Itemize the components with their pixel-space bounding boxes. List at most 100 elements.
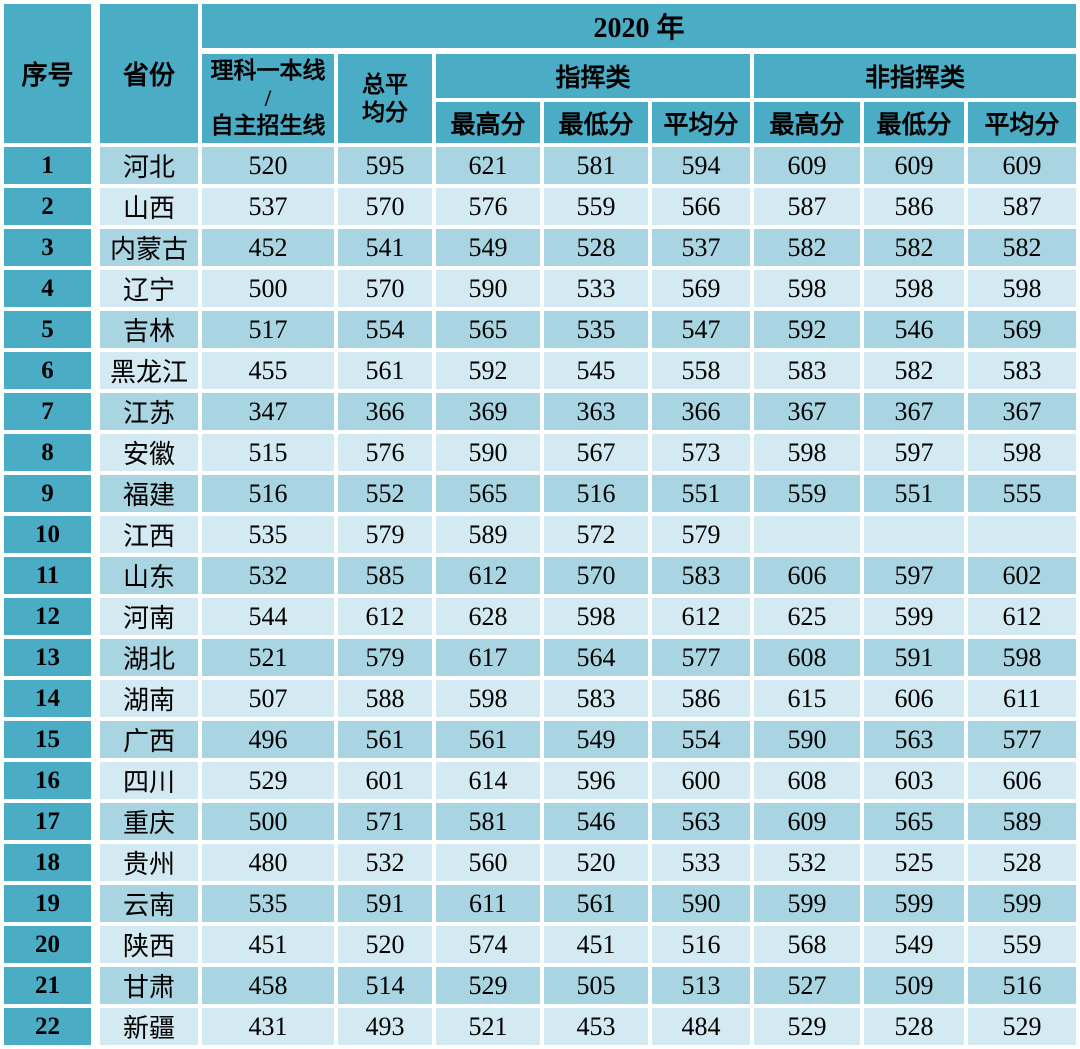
cell-cmd-avg: 551 bbox=[652, 475, 750, 512]
cell-index: 15 bbox=[4, 721, 96, 758]
cell-index: 22 bbox=[4, 1008, 96, 1045]
group-header-non-command: 非指挥类 bbox=[754, 54, 1077, 98]
cell-total-avg: 591 bbox=[338, 885, 432, 922]
header-row-1: 序号 省份 2020 年 bbox=[4, 4, 1077, 143]
cell-noncmd-max: 587 bbox=[754, 188, 860, 225]
group-header-command: 指挥类 bbox=[436, 54, 750, 98]
cell-cmd-max: 529 bbox=[436, 967, 540, 1004]
cell-index: 5 bbox=[4, 311, 96, 348]
table-row: 15 广西 496 561 561 549 554 590 563 577 bbox=[4, 721, 1077, 758]
cell-noncmd-avg: 606 bbox=[968, 762, 1077, 799]
cell-noncmd-max bbox=[754, 516, 860, 553]
cell-index: 19 bbox=[4, 885, 96, 922]
cell-noncmd-min bbox=[864, 516, 964, 553]
cell-noncmd-max: 609 bbox=[754, 803, 860, 840]
table-row: 20 陕西 451 520 574 451 516 568 549 559 bbox=[4, 926, 1077, 963]
cell-total-avg: 493 bbox=[338, 1008, 432, 1045]
cell-cmd-min: 564 bbox=[544, 639, 648, 676]
cell-noncmd-min: 525 bbox=[864, 844, 964, 881]
table-row: 17 重庆 500 571 581 546 563 609 565 589 bbox=[4, 803, 1077, 840]
cell-index: 8 bbox=[4, 434, 96, 471]
cell-noncmd-max: 592 bbox=[754, 311, 860, 348]
cell-index: 20 bbox=[4, 926, 96, 963]
cell-noncmd-max: 609 bbox=[754, 147, 860, 184]
cell-noncmd-avg: 529 bbox=[968, 1008, 1077, 1045]
cell-total-avg: 585 bbox=[338, 557, 432, 594]
table-row: 21 甘肃 458 514 529 505 513 527 509 516 bbox=[4, 967, 1077, 1004]
cell-cmd-min: 363 bbox=[544, 393, 648, 430]
cell-total-avg: 612 bbox=[338, 598, 432, 635]
col-header-province: 省份 bbox=[100, 4, 198, 143]
cell-noncmd-min: 597 bbox=[864, 557, 964, 594]
cell-cmd-avg: 590 bbox=[652, 885, 750, 922]
cell-noncmd-max: 606 bbox=[754, 557, 860, 594]
cell-index: 21 bbox=[4, 967, 96, 1004]
cell-total-avg: 579 bbox=[338, 516, 432, 553]
cell-province: 河南 bbox=[100, 598, 198, 635]
cell-cmd-max: 614 bbox=[436, 762, 540, 799]
cell-cmd-avg: 513 bbox=[652, 967, 750, 1004]
cell-noncmd-avg: 367 bbox=[968, 393, 1077, 430]
cell-total-avg: 541 bbox=[338, 229, 432, 266]
table-row: 12 河南 544 612 628 598 612 625 599 612 bbox=[4, 598, 1077, 635]
cell-cmd-max: 581 bbox=[436, 803, 540, 840]
cell-province: 辽宁 bbox=[100, 270, 198, 307]
cell-cmd-min: 570 bbox=[544, 557, 648, 594]
col-header-index: 序号 bbox=[4, 4, 96, 143]
cell-science-line: 500 bbox=[202, 803, 334, 840]
cell-noncmd-max: 529 bbox=[754, 1008, 860, 1045]
cell-noncmd-max: 527 bbox=[754, 967, 860, 1004]
cell-province: 江西 bbox=[100, 516, 198, 553]
cell-cmd-avg: 366 bbox=[652, 393, 750, 430]
cell-index: 7 bbox=[4, 393, 96, 430]
cell-cmd-max: 369 bbox=[436, 393, 540, 430]
cell-noncmd-avg: 598 bbox=[968, 270, 1077, 307]
cell-cmd-min: 581 bbox=[544, 147, 648, 184]
cell-province: 吉林 bbox=[100, 311, 198, 348]
cell-cmd-min: 535 bbox=[544, 311, 648, 348]
cell-cmd-avg: 594 bbox=[652, 147, 750, 184]
cell-cmd-max: 590 bbox=[436, 270, 540, 307]
cell-noncmd-max: 608 bbox=[754, 762, 860, 799]
table-row: 3 内蒙古 452 541 549 528 537 582 582 582 bbox=[4, 229, 1077, 266]
cell-noncmd-min: 603 bbox=[864, 762, 964, 799]
cell-total-avg: 570 bbox=[338, 188, 432, 225]
cell-cmd-avg: 554 bbox=[652, 721, 750, 758]
header-row-3: 最高分 最低分 平均分 最高分 最低分 平均分 bbox=[4, 102, 1077, 143]
cell-province: 山西 bbox=[100, 188, 198, 225]
cell-total-avg: 532 bbox=[338, 844, 432, 881]
table-row: 11 山东 532 585 612 570 583 606 597 602 bbox=[4, 557, 1077, 594]
cell-noncmd-max: 615 bbox=[754, 680, 860, 717]
table-body: 1 河北 520 595 621 581 594 609 609 609 2 山西 537 570 576 5… bbox=[4, 147, 1077, 1045]
cell-science-line: 517 bbox=[202, 311, 334, 348]
cell-cmd-max: 590 bbox=[436, 434, 540, 471]
cell-province: 陕西 bbox=[100, 926, 198, 963]
cell-noncmd-max: 582 bbox=[754, 229, 860, 266]
cell-province: 安徽 bbox=[100, 434, 198, 471]
cell-index: 1 bbox=[4, 147, 96, 184]
cell-science-line: 529 bbox=[202, 762, 334, 799]
cell-index: 11 bbox=[4, 557, 96, 594]
cell-noncmd-min: 582 bbox=[864, 352, 964, 389]
cell-cmd-min: 516 bbox=[544, 475, 648, 512]
cell-province: 甘肃 bbox=[100, 967, 198, 1004]
cell-province: 贵州 bbox=[100, 844, 198, 881]
cell-total-avg: 514 bbox=[338, 967, 432, 1004]
cell-cmd-avg: 583 bbox=[652, 557, 750, 594]
cell-noncmd-max: 598 bbox=[754, 270, 860, 307]
cell-science-line: 480 bbox=[202, 844, 334, 881]
cell-cmd-min: 545 bbox=[544, 352, 648, 389]
cell-cmd-max: 598 bbox=[436, 680, 540, 717]
col-header-cmd-avg: 平均分 bbox=[652, 102, 750, 143]
cell-noncmd-min: 528 bbox=[864, 1008, 964, 1045]
cell-noncmd-avg: 599 bbox=[968, 885, 1077, 922]
cell-cmd-avg: 569 bbox=[652, 270, 750, 307]
cell-total-avg: 570 bbox=[338, 270, 432, 307]
cell-province: 福建 bbox=[100, 475, 198, 512]
cell-noncmd-min: 549 bbox=[864, 926, 964, 963]
cell-noncmd-max: 568 bbox=[754, 926, 860, 963]
cell-science-line: 347 bbox=[202, 393, 334, 430]
cell-noncmd-min: 598 bbox=[864, 270, 964, 307]
cell-total-avg: 561 bbox=[338, 721, 432, 758]
